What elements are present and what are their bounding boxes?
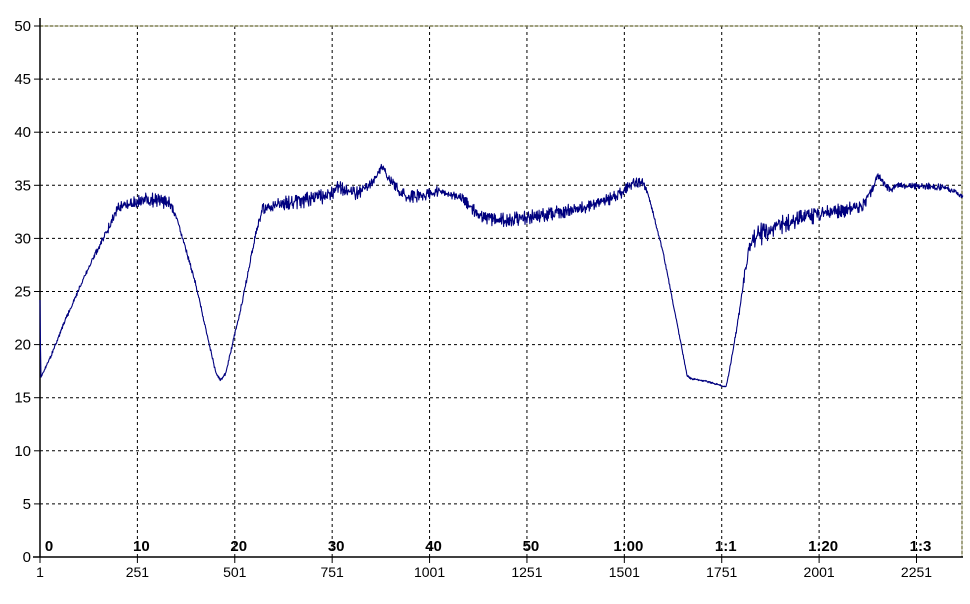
y-axis-label: 10 (14, 443, 31, 460)
signal-trace (39, 163, 964, 388)
y-axis-label: 25 (14, 284, 31, 301)
y-axis-label: 50 (14, 18, 31, 35)
y-axis-label: 30 (14, 230, 31, 247)
x-time-label: 30 (328, 538, 345, 555)
y-axis-label: 20 (14, 337, 31, 354)
x-time-label: 50 (523, 538, 540, 555)
x-sample-label: 751 (320, 564, 344, 580)
x-sample-label: 1 (36, 564, 44, 580)
x-time-label: 20 (230, 538, 247, 555)
x-sample-label: 1251 (511, 564, 542, 580)
x-sample-label: 1001 (414, 564, 445, 580)
x-time-label: 10 (133, 538, 150, 555)
x-time-label: 1:3 (910, 538, 932, 555)
x-time-label: 0 (45, 538, 53, 555)
x-sample-label: 1751 (706, 564, 737, 580)
x-sample-label: 2251 (901, 564, 932, 580)
x-time-label: 1:1 (715, 538, 737, 555)
y-axis-label: 15 (14, 390, 31, 407)
y-axis-label: 35 (14, 177, 31, 194)
y-axis-label: 0 (23, 549, 31, 566)
y-axis-label: 5 (23, 496, 31, 513)
x-sample-label: 501 (223, 564, 247, 580)
x-time-label: 1:00 (613, 538, 643, 555)
x-sample-label: 251 (126, 564, 150, 580)
x-time-label: 1:20 (808, 538, 838, 555)
x-sample-label: 2001 (804, 564, 835, 580)
y-axis-label: 40 (14, 124, 31, 141)
y-axis-label: 45 (14, 71, 31, 88)
x-time-label: 40 (425, 538, 442, 555)
x-sample-label: 1501 (609, 564, 640, 580)
